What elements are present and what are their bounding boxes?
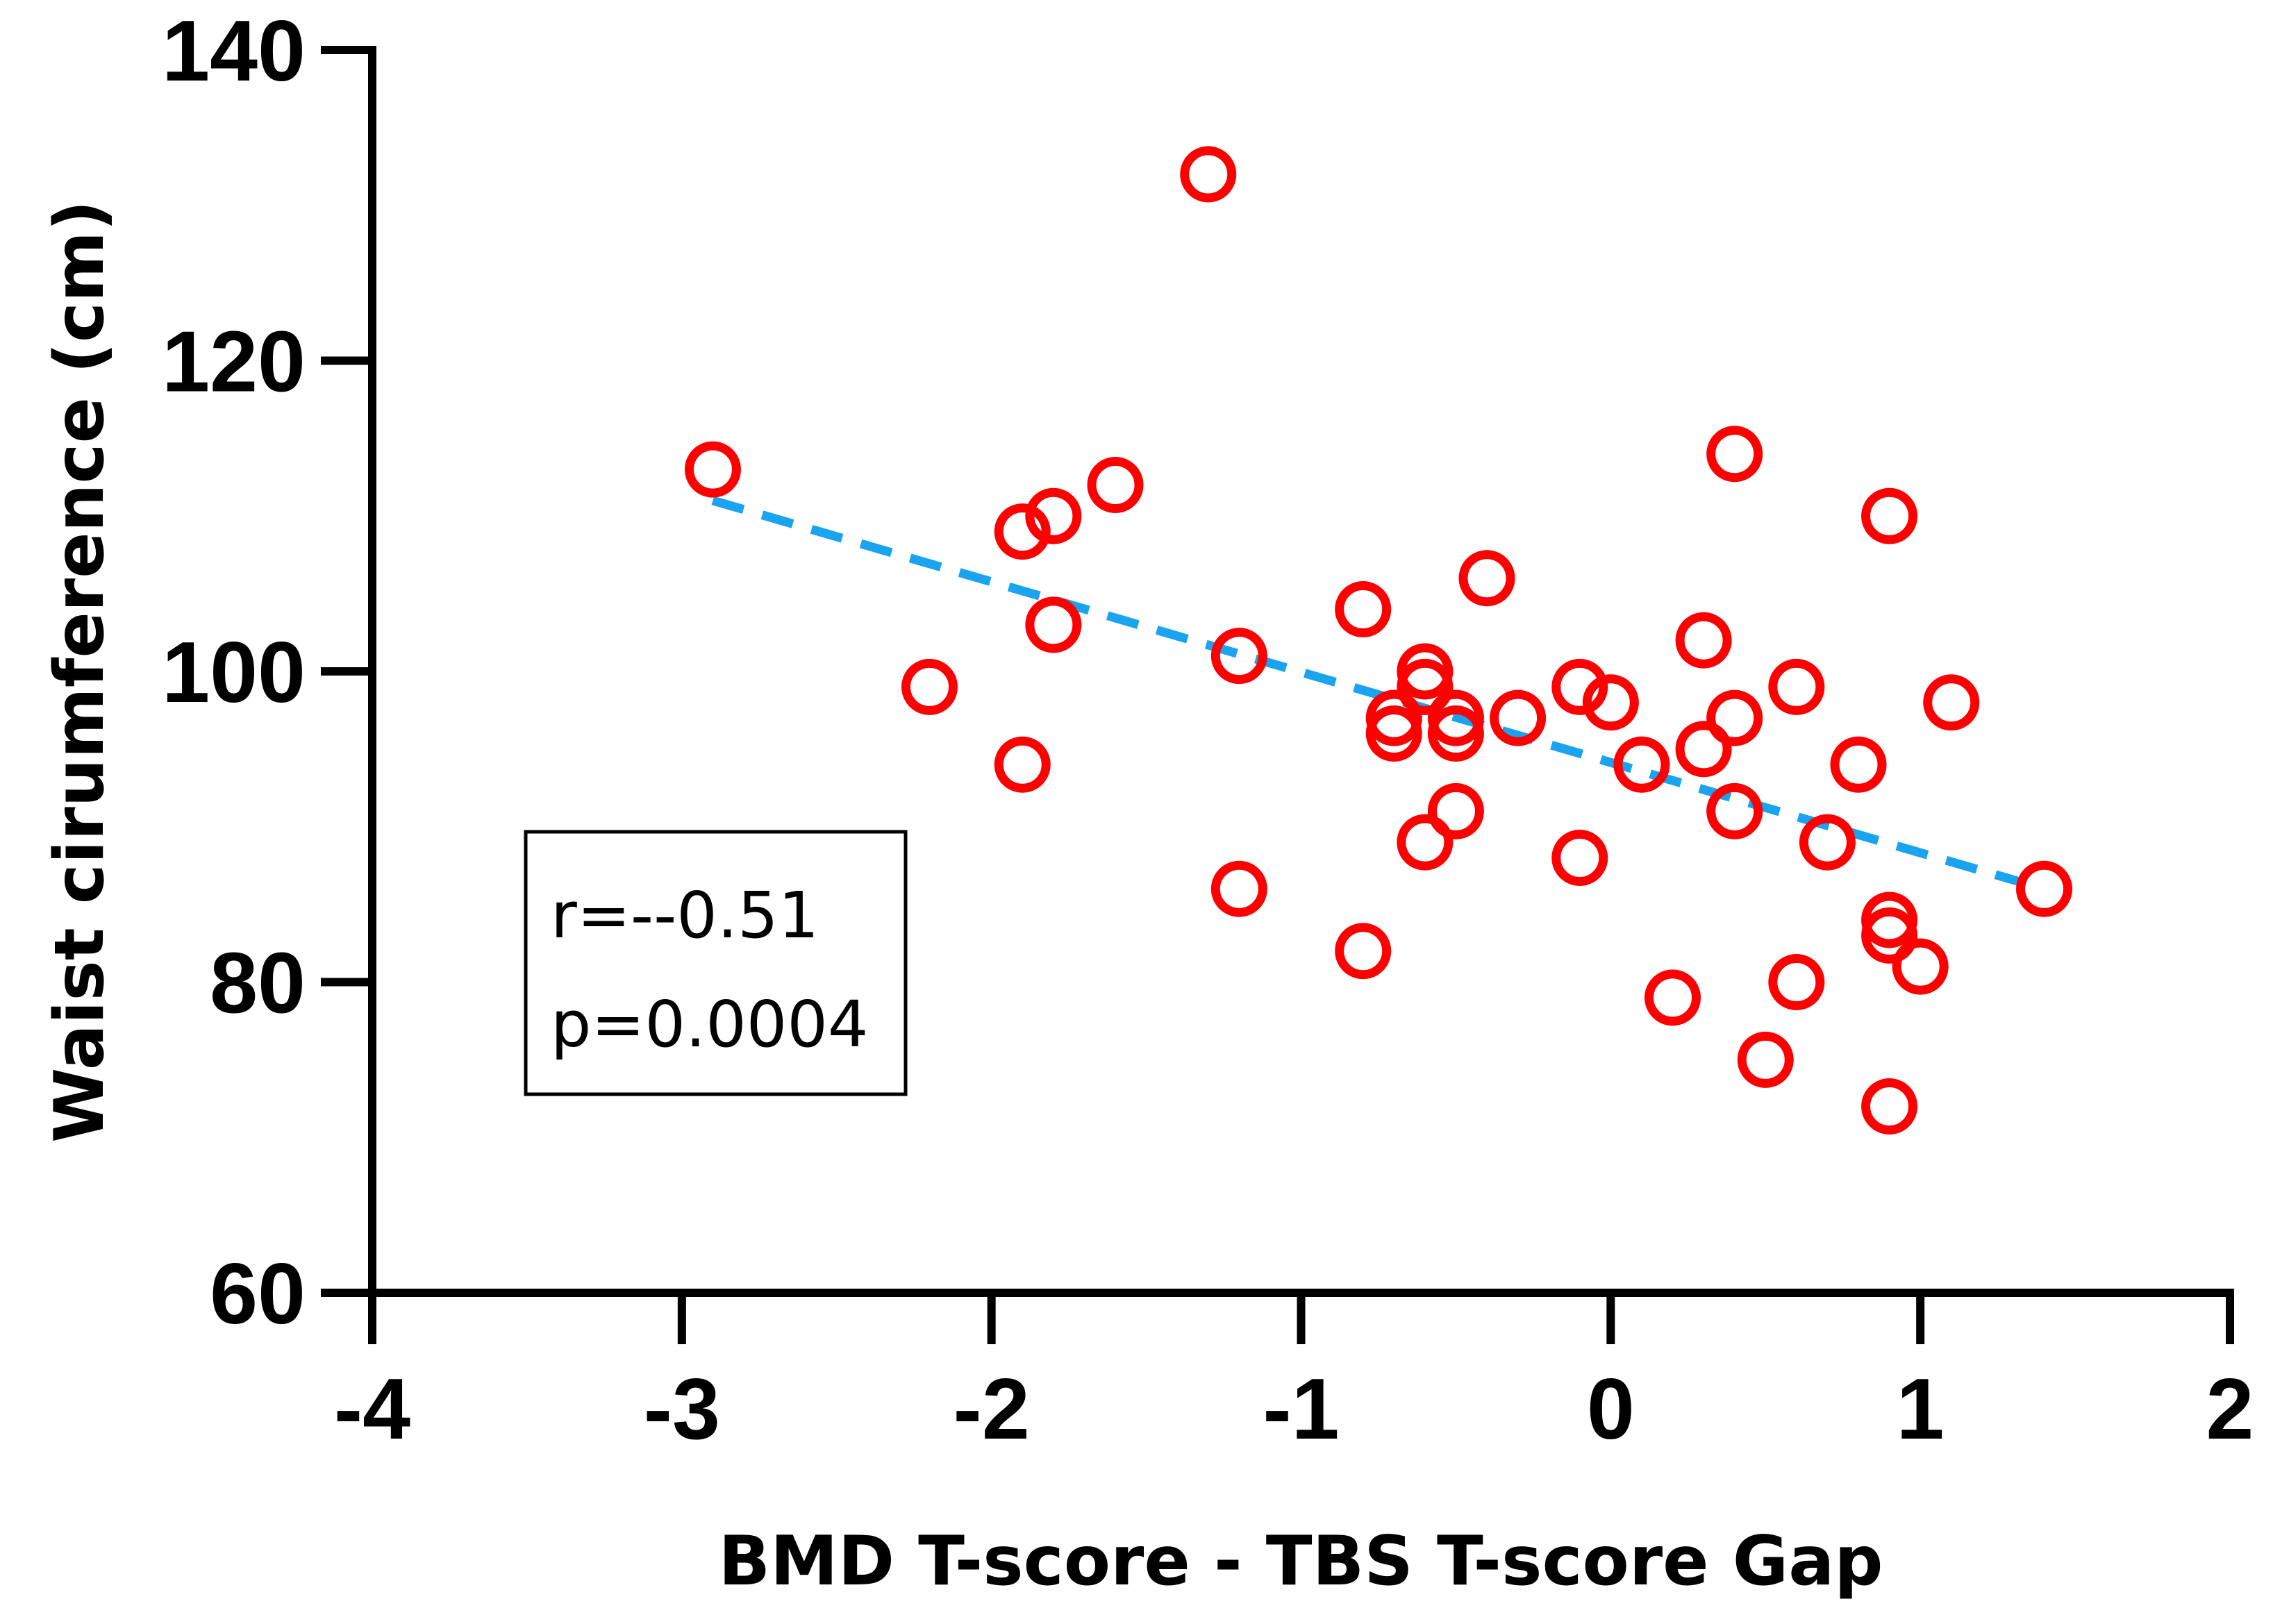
data-point [1490,689,1547,746]
data-point [1613,736,1670,793]
data-point [1087,457,1144,513]
data-point [1458,550,1515,607]
data-point [1365,705,1422,762]
data-point [1025,487,1082,544]
data-point [1768,954,1825,1010]
p-value-label: p=0.0004 [551,987,868,1062]
data-point [1210,860,1267,917]
data-point [1675,721,1732,778]
x-tick-label: 1 [1897,1362,1945,1457]
data-point [1397,814,1454,871]
data-point [901,658,958,715]
stats-box [524,830,908,1096]
data-point [684,441,741,498]
data-point [1706,689,1763,746]
x-tick-label: -2 [954,1362,1030,1457]
x-axis-title: BMD T-score - TBS T-score Gap [718,1522,1883,1601]
data-point [1397,658,1454,715]
data-point [1675,612,1732,669]
data-point [1335,581,1392,637]
data-point [1923,674,1980,731]
data-point [994,736,1051,793]
data-point [1551,830,1608,886]
correlation-label: r=--0.51 [551,878,819,953]
data-point [1335,923,1392,980]
data-point [1645,969,1701,1026]
data-point [1861,907,1918,964]
data-point [1799,814,1856,871]
data-point [1210,628,1267,685]
x-tick-label: -1 [1263,1362,1339,1457]
data-point [1180,146,1237,203]
axes [368,46,2234,1297]
y-tick-label: 60 [210,1246,306,1342]
data-point [1582,674,1639,731]
data-point [1737,1031,1794,1088]
data-point [1861,1078,1918,1135]
data-point [1397,643,1454,700]
data-point [1892,938,1949,995]
y-tick-label: 100 [162,625,306,721]
x-tick-label: -3 [644,1362,720,1457]
data-point [1706,426,1763,483]
data-point [1551,658,1608,715]
data-point [1365,689,1422,746]
y-tick-label: 120 [162,315,306,410]
data-point [1427,782,1484,839]
y-axis-title: Waist cirumference (cm) [40,200,119,1143]
x-tick-label: 2 [2206,1362,2254,1457]
x-tick-label: -4 [334,1362,410,1457]
ticks: -4 -3 -2 -1 0 1 2 60 80 100 120 140 [162,3,2254,1457]
data-point [1025,596,1082,653]
x-tick-label: 0 [1587,1362,1635,1457]
data-point [1706,782,1763,839]
data-point [1861,891,1918,948]
data-point [1427,689,1484,746]
data-point [1830,736,1887,793]
data-point [994,503,1051,560]
points-layer [684,146,2072,1135]
data-point [1768,658,1825,715]
y-tick-label: 80 [210,936,306,1032]
data-point [2016,860,2072,917]
stats-annotation: r=--0.51 p=0.0004 [524,830,908,1096]
y-tick-label: 140 [162,3,306,99]
data-point [1427,705,1484,762]
data-point [1861,487,1918,544]
